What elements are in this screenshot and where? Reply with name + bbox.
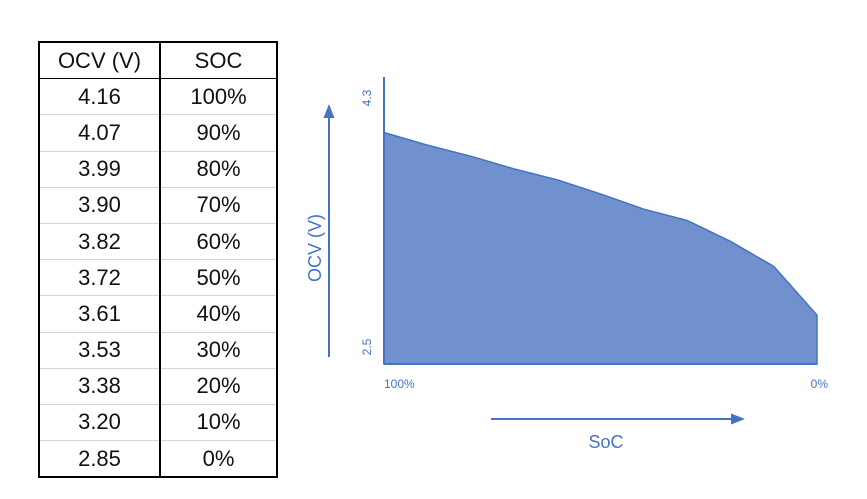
ocv-cell: 3.82 xyxy=(39,223,160,261)
ocv-cell: 3.61 xyxy=(39,295,160,333)
y-axis-arrow-icon xyxy=(323,104,335,357)
soc-cell: 60% xyxy=(159,223,277,261)
x-axis-title: SoC xyxy=(588,432,623,452)
table-row: 3.99 80% xyxy=(39,151,277,188)
column-header-soc: SOC xyxy=(159,42,277,80)
ocv-cell: 3.72 xyxy=(39,259,160,297)
y-axis-title: OCV (V) xyxy=(305,214,325,282)
ocv-cell: 3.20 xyxy=(39,404,160,442)
table-row: 3.20 10% xyxy=(39,404,277,442)
x-tick-label-right: 0% xyxy=(811,377,829,391)
soc-cell: 90% xyxy=(159,114,277,152)
soc-cell: 40% xyxy=(159,295,277,333)
table-header-row: OCV (V) SOC xyxy=(39,42,277,80)
soc-cell: 30% xyxy=(159,332,277,369)
ocv-cell: 3.99 xyxy=(39,151,160,188)
table-row: 3.61 40% xyxy=(39,295,277,333)
table-row: 3.53 30% xyxy=(39,332,277,369)
ocv-cell: 2.85 xyxy=(78,445,121,471)
x-tick-label-left: 100% xyxy=(384,377,415,391)
y-tick-label-top: 4.3 xyxy=(360,89,374,106)
table-row: 4.16 100% xyxy=(39,78,277,116)
ocv-area xyxy=(383,131,818,365)
x-axis-arrow-icon xyxy=(491,413,745,425)
table-row: 3.72 50% xyxy=(39,259,277,297)
table-row: 3.38 20% xyxy=(39,368,277,405)
soc-cell: 80% xyxy=(159,151,277,188)
y-tick-label-bottom: 2.5 xyxy=(360,338,374,355)
column-header-ocv: OCV (V) xyxy=(39,42,160,80)
ocv-cell: 3.53 xyxy=(39,332,160,369)
ocv-soc-table: OCV (V) SOC 4.16 100% 4.07 90% 3.99 80% 3.90 70… xyxy=(38,41,278,479)
ocv-cell: 3.90 xyxy=(39,187,160,224)
ocv-cell: 4.16 xyxy=(39,78,160,116)
soc-cell: 0% xyxy=(159,440,277,478)
ocv-cell: 3.38 xyxy=(39,368,160,405)
soc-cell: 10% xyxy=(159,404,277,442)
soc-cell: 20% xyxy=(159,368,277,405)
ocv-cell: 4.07 xyxy=(39,114,160,152)
table-row: 3.82 60% xyxy=(39,223,277,261)
soc-cell: 100% xyxy=(159,78,277,116)
table-row: 4.07 90% xyxy=(39,114,277,152)
table-row: 3.90 70% xyxy=(39,187,277,224)
soc-cell: 50% xyxy=(159,259,277,297)
soc-cell: 70% xyxy=(159,187,277,224)
table-row: 2.85 0% xyxy=(39,440,277,478)
